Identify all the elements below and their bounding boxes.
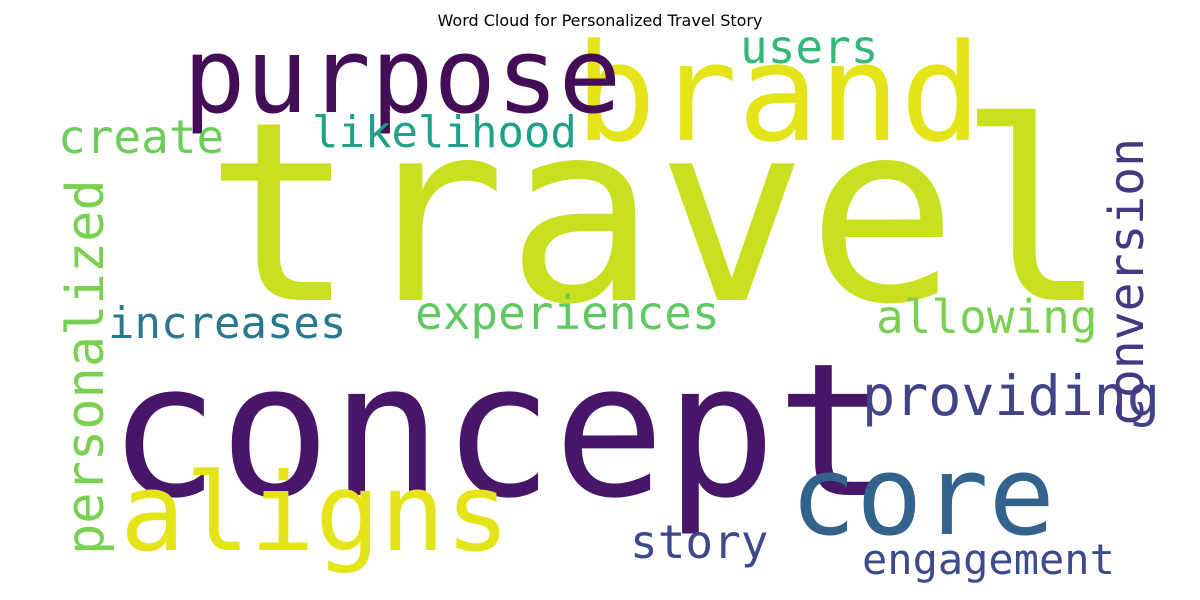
word-conversion: conversion	[1099, 138, 1155, 427]
word-concept: concept	[108, 323, 888, 539]
word-create: create	[58, 110, 224, 164]
word-travel: travel	[205, 68, 1108, 359]
chart-title: Word Cloud for Personalized Travel Story	[437, 11, 763, 30]
word-purpose: purpose	[183, 15, 621, 137]
word-providing: providing	[862, 364, 1160, 428]
word-allowing: allowing	[876, 290, 1098, 344]
word-core: core	[790, 432, 1055, 560]
word-brand: brand	[575, 15, 981, 172]
word-personalized: personalized	[56, 179, 116, 555]
word-likelihood: likelihood	[312, 107, 577, 158]
word-story: story	[630, 515, 768, 569]
word-users: users	[740, 20, 878, 74]
word-engagement: engagement	[862, 535, 1115, 584]
word-increases: increases	[108, 298, 346, 349]
word-experiences: experiences	[415, 286, 720, 340]
word-aligns: aligns	[120, 451, 510, 576]
